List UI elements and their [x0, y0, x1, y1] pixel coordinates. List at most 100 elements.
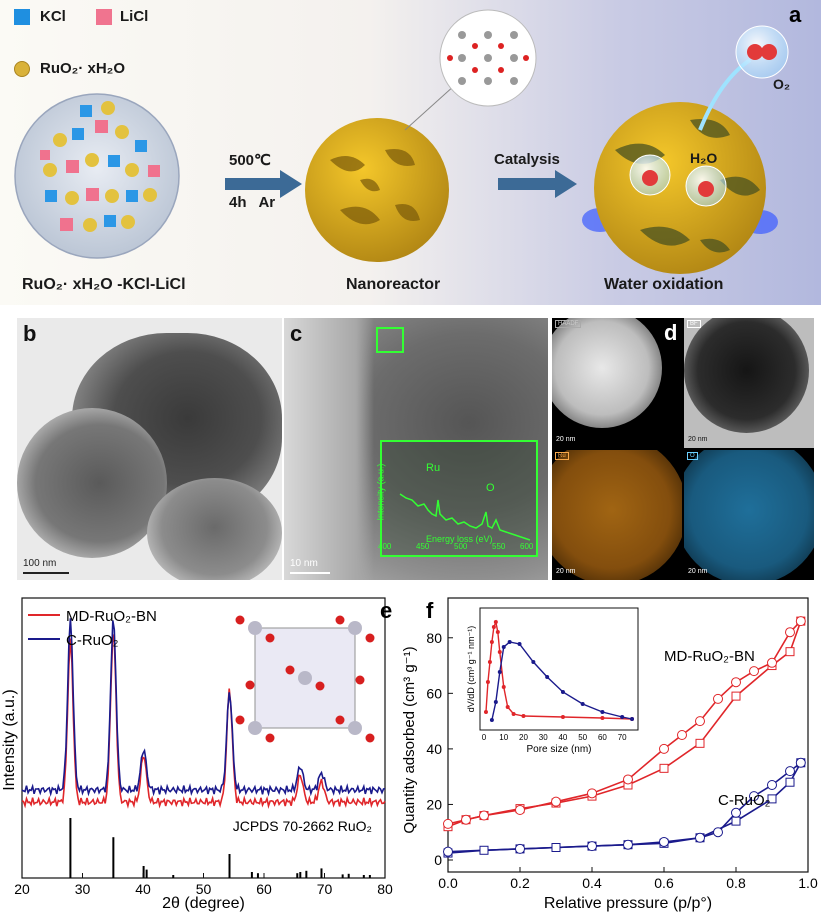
bet-inset-xtick-4: 30: [539, 733, 548, 742]
catalyst-pores: [615, 119, 760, 253]
bet-inset-xtick-8: 70: [618, 733, 627, 742]
bet-inset-point-2-1: [489, 718, 494, 722]
crystal-ru-atom-5: [298, 671, 312, 685]
bet-inset-point-1-11: [511, 712, 516, 716]
xrd-xtick-label-4: 50: [196, 881, 212, 897]
crystal-o-atom-10: [315, 681, 325, 691]
label-h2o: H₂O: [690, 150, 718, 166]
xrd-legend-label-1: MD-RuO₂-BN: [66, 608, 157, 625]
scale-text-c: 10 nm: [290, 558, 318, 569]
crystal-o-atom-11: [245, 680, 255, 690]
panel-letter-f: f: [426, 598, 434, 623]
bet-des-point-1-16: [443, 818, 453, 829]
bet-des-point-2-2: [785, 766, 795, 777]
bet-des-point-1-9: [659, 743, 669, 754]
scale-text-d2: 20 nm: [688, 436, 708, 443]
kcl-cube-icon: [14, 9, 30, 25]
crystal-o-atom-6: [265, 733, 275, 743]
xrd-series-2: [21, 618, 386, 797]
bet-inset-point-1-5: [491, 625, 496, 629]
eels-tick-550: 550: [492, 542, 506, 551]
bet-des-point-1-10: [623, 774, 633, 785]
eels-xlabel: Energy loss (eV): [426, 534, 493, 544]
bet-inset-point-2-10: [580, 702, 585, 706]
bet-des-point-1-12: [551, 796, 561, 807]
bet-des-point-2-4: [749, 791, 759, 802]
bet-inset-point-2-8: [545, 675, 550, 679]
bet-inset-point-1-14: [600, 716, 605, 720]
bet-ads-point-2-10: [767, 794, 777, 804]
xrd-xtick-label-2: 30: [75, 881, 91, 897]
arrow-2: [498, 170, 577, 198]
step2-label: Catalysis: [494, 151, 560, 168]
crystal-ru-atom-4: [348, 721, 362, 735]
label-water-oxidation: Water oxidation: [604, 276, 724, 293]
label-nanoreactor: Nanoreactor: [346, 276, 441, 293]
bet-inset-xtick-7: 60: [598, 733, 607, 742]
label-o2: O₂: [773, 76, 791, 92]
scale-text-b: 100 nm: [23, 558, 57, 569]
bet-desorption-line-1: [447, 620, 802, 825]
bet-des-point-1-2: [785, 627, 795, 638]
bet-inset-point-2-3: [497, 670, 502, 674]
bet-xtick-label-1: 0.0: [438, 875, 458, 891]
bet-ytick-label-3: 40: [426, 741, 442, 757]
bet-inset-point-2-11: [600, 710, 605, 714]
zoom-box: [376, 327, 404, 353]
scale-bar-c: [290, 572, 330, 574]
xrd-xtick-label-6: 70: [317, 881, 333, 897]
bet-inset-xtick-1: 0: [482, 733, 487, 742]
bet-des-point-2-8: [659, 836, 669, 847]
xrd-chart: JCPDS 70-2662 RuO₂ 20 30 40 50 60 70 80 2θ (degr…: [1, 597, 393, 912]
bet-inset-point-1-2: [485, 680, 490, 684]
bet-des-point-2-11: [515, 843, 525, 854]
panel-e: JCPDS 70-2662 RuO₂ 20 30 40 50 60 70 80 2θ (degr…: [0, 590, 400, 914]
bet-ytick-label-1: 0: [434, 852, 442, 868]
bet-inset-xtick-3: 20: [519, 733, 528, 742]
crystal-o-atom-7: [335, 715, 345, 725]
bet-ads-point-1-8: [659, 763, 669, 773]
ruo2-sphere-icon: [14, 61, 30, 77]
eels-inset: Ru O Intensity (a.u.) 400 450 500 550 60…: [376, 440, 538, 557]
bet-ads-point-2-9: [731, 816, 741, 826]
tag-bf: BF: [687, 320, 701, 328]
crystal-lattice: [447, 31, 529, 85]
xrd-xtick-label-5: 60: [256, 881, 272, 897]
bet-xtick-label-6: 1.0: [798, 875, 818, 891]
crystal-o-atom-5: [235, 715, 245, 725]
bet-des-point-2-5: [731, 807, 741, 818]
tag-ru: Ru: [555, 452, 569, 460]
panel-b-tem-image: b 100 nm: [17, 318, 282, 580]
map-o: O 20 nm: [684, 450, 814, 580]
crystal-o-atom-1: [235, 615, 245, 625]
bet-inset-point-2-9: [560, 690, 565, 694]
bet-frame: [447, 597, 809, 873]
eels-tick-500: 500: [454, 542, 468, 551]
map-bf: BF 20 nm: [684, 318, 814, 448]
licl-cube-icon: [96, 9, 112, 25]
bet-inset-point-1-1: [483, 710, 488, 714]
xrd-ylabel: Intensity (a.u.): [1, 689, 18, 790]
bet-ads-point-2-11: [785, 777, 795, 787]
bet-inset-frame: [479, 607, 639, 731]
crystal-o-atom-3: [335, 615, 345, 625]
label-precursor: RuO₂· xH₂O -KCl-LiCl: [22, 276, 186, 293]
bet-des-point-1-13: [515, 805, 525, 815]
bet-xtick-label-2: 0.2: [510, 875, 530, 891]
precursor-particles: [40, 101, 160, 232]
panel-f: 0.0 0.2 0.4 0.6 0.8 1.0 0 20 40 60 80 Relative pres…: [400, 590, 821, 914]
bet-des-point-2-12: [443, 846, 453, 857]
bet-des-point-1-11: [587, 788, 597, 799]
crystal-ru-atom-2: [348, 621, 362, 635]
arrow-1: [225, 170, 302, 198]
panel-letter-e: e: [380, 598, 393, 623]
xrd-xtick-label-1: 20: [14, 881, 30, 897]
step1-time: 4h Ar: [229, 194, 276, 211]
nanoreactor-pores: [330, 149, 420, 225]
crystal-ru-atom-1: [248, 621, 262, 635]
bet-des-point-1-5: [731, 677, 741, 688]
panel-letter-b: b: [23, 321, 37, 346]
legend-licl: LiCl: [120, 8, 149, 25]
panel-letter-a: a: [789, 2, 802, 27]
bet-des-point-1-1: [795, 616, 806, 627]
